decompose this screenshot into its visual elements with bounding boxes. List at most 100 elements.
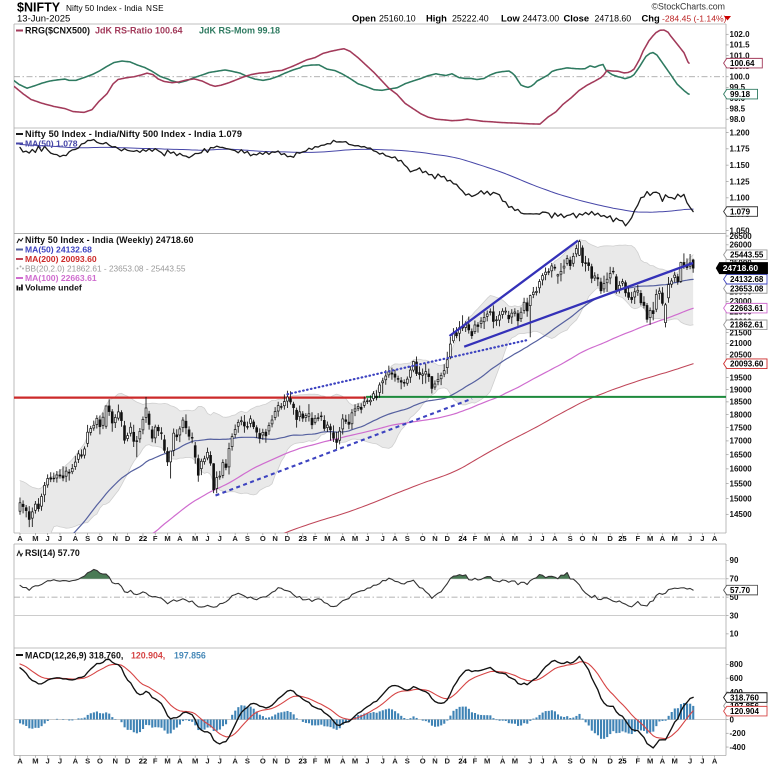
svg-text:M: M <box>647 757 653 766</box>
svg-text:M: M <box>512 757 518 766</box>
svg-text:F: F <box>313 757 318 766</box>
svg-text:10: 10 <box>730 630 739 639</box>
svg-text:A: A <box>712 757 718 766</box>
svg-text:197.856: 197.856 <box>174 651 206 661</box>
svg-text:J: J <box>700 534 704 543</box>
svg-text:F: F <box>473 534 478 543</box>
svg-text:22663.61: 22663.61 <box>730 304 764 313</box>
svg-text:14500: 14500 <box>730 510 753 519</box>
svg-text:98.0: 98.0 <box>730 115 746 124</box>
svg-text:S: S <box>405 757 410 766</box>
svg-text:M: M <box>192 757 198 766</box>
svg-text:F: F <box>153 757 158 766</box>
svg-text:19000: 19000 <box>730 385 753 394</box>
svg-text:24: 24 <box>458 757 467 766</box>
svg-text:23000: 23000 <box>730 297 753 306</box>
svg-text:M: M <box>324 534 330 543</box>
svg-text:0: 0 <box>730 715 735 724</box>
svg-text:O: O <box>420 757 426 766</box>
svg-text:J: J <box>540 534 544 543</box>
svg-text:22: 22 <box>139 757 147 766</box>
svg-text:24718.60: 24718.60 <box>723 263 759 273</box>
svg-text:18500: 18500 <box>730 398 753 407</box>
svg-text:F: F <box>635 757 640 766</box>
svg-text:22: 22 <box>139 534 147 543</box>
svg-text:MA(50) 1.078: MA(50) 1.078 <box>25 139 78 149</box>
svg-text:98.5: 98.5 <box>730 104 746 113</box>
svg-text:120.904: 120.904 <box>730 707 759 716</box>
svg-text:24132.68: 24132.68 <box>730 275 764 284</box>
svg-text:30: 30 <box>730 611 739 620</box>
svg-text:A: A <box>500 534 506 543</box>
svg-text:23: 23 <box>299 757 307 766</box>
svg-text:70: 70 <box>730 575 739 584</box>
svg-text:A: A <box>232 534 238 543</box>
svg-text:F: F <box>473 757 478 766</box>
svg-text:D: D <box>445 757 451 766</box>
svg-text:Open: Open <box>352 13 376 24</box>
svg-text:A: A <box>17 757 23 766</box>
svg-text:J: J <box>46 534 50 543</box>
svg-text:J: J <box>365 534 369 543</box>
svg-text:26500: 26500 <box>730 232 753 241</box>
svg-text:15500: 15500 <box>730 479 753 488</box>
svg-text:RSI(14) 57.70: RSI(14) 57.70 <box>25 548 80 558</box>
svg-text:A: A <box>552 534 558 543</box>
svg-text:J: J <box>218 534 222 543</box>
svg-text:D: D <box>285 534 291 543</box>
svg-text:Close: Close <box>564 13 590 24</box>
svg-text:$NIFTY: $NIFTY <box>17 1 61 15</box>
svg-text:90: 90 <box>730 556 739 565</box>
svg-text:A: A <box>500 757 506 766</box>
svg-text:18000: 18000 <box>730 410 753 419</box>
svg-text:400: 400 <box>730 688 744 697</box>
svg-text:J: J <box>688 534 692 543</box>
svg-text:1.200: 1.200 <box>730 128 751 137</box>
svg-text:13-Jun-2025: 13-Jun-2025 <box>17 14 70 25</box>
svg-text:J: J <box>58 534 62 543</box>
svg-text:J: J <box>46 757 50 766</box>
svg-text:100.0: 100.0 <box>730 73 751 82</box>
svg-text:21000: 21000 <box>730 339 753 348</box>
svg-text:25160.10: 25160.10 <box>379 14 416 24</box>
svg-text:Nifty 50 Index - India (Weekly: Nifty 50 Index - India (Weekly) 24718.60 <box>25 235 194 245</box>
svg-text:©StockCharts.com: ©StockCharts.com <box>652 2 725 12</box>
svg-text:M: M <box>672 534 678 543</box>
svg-text:O: O <box>97 757 103 766</box>
svg-text:S: S <box>245 534 250 543</box>
svg-text:N: N <box>432 534 437 543</box>
svg-text:Chg: Chg <box>642 13 660 24</box>
svg-text:101.0: 101.0 <box>730 51 751 60</box>
svg-text:D: D <box>607 757 613 766</box>
svg-text:100.64: 100.64 <box>730 59 755 68</box>
svg-text:S: S <box>85 757 90 766</box>
svg-text:MACD(12,26,9) 318.760,: MACD(12,26,9) 318.760, <box>25 651 123 661</box>
svg-text:Low: Low <box>501 13 520 24</box>
svg-text:F: F <box>313 534 318 543</box>
svg-text:A: A <box>392 757 398 766</box>
svg-text:N: N <box>113 534 118 543</box>
svg-text:16500: 16500 <box>730 450 753 459</box>
svg-text:20500: 20500 <box>730 350 753 359</box>
svg-text:A: A <box>73 534 79 543</box>
svg-text:J: J <box>218 757 222 766</box>
svg-text:F: F <box>635 534 640 543</box>
svg-text:M: M <box>484 757 490 766</box>
svg-text:Nifty 50 Index - India: Nifty 50 Index - India <box>66 3 142 13</box>
svg-text:M: M <box>512 534 518 543</box>
svg-text:MA(50) 24132.68: MA(50) 24132.68 <box>25 245 92 255</box>
svg-text:J: J <box>381 534 385 543</box>
svg-text:101.5: 101.5 <box>730 41 751 50</box>
svg-text:N: N <box>592 757 597 766</box>
svg-text:D: D <box>445 534 451 543</box>
svg-text:A: A <box>392 534 398 543</box>
svg-text:A: A <box>232 757 238 766</box>
svg-text:26000: 26000 <box>730 241 753 250</box>
svg-text:24473.00: 24473.00 <box>523 14 560 24</box>
svg-text:25443.55: 25443.55 <box>730 251 764 260</box>
svg-text:24718.60: 24718.60 <box>595 14 632 24</box>
svg-text:F: F <box>153 534 158 543</box>
svg-text:21862.61: 21862.61 <box>730 321 764 330</box>
svg-text:M: M <box>672 757 678 766</box>
svg-text:RRG($CNX500): RRG($CNX500) <box>25 26 90 36</box>
